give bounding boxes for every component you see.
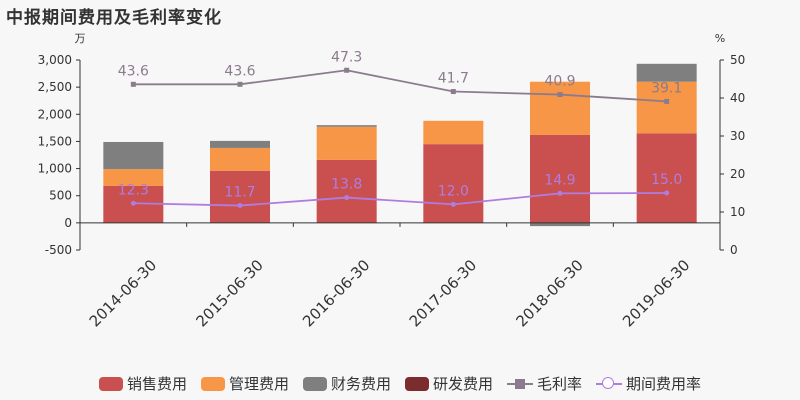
left-axis-tick-label: 1,500: [38, 134, 72, 148]
expense-ratio-line: [133, 192, 667, 207]
gross-margin-point: [450, 89, 456, 95]
left-axis-tick-label: 2,000: [38, 107, 72, 121]
x-tick-label: 2019-06-30: [619, 256, 693, 330]
left-axis-tick-label: 3,000: [38, 53, 72, 67]
legend-label: 管理费用: [228, 375, 289, 393]
right-axis-tick-label: 20: [730, 167, 745, 181]
legend-label: 期间费用率: [626, 375, 702, 393]
gross-margin-point: [130, 81, 136, 87]
left-axis-unit: 万: [75, 32, 86, 45]
bar-sales-4: [530, 134, 590, 223]
bar-admin-4: [530, 81, 590, 135]
expense-ratio-point: [237, 203, 243, 209]
gross-margin-point: [344, 67, 350, 73]
legend-swatch: [302, 376, 327, 391]
legend-line-marker: [507, 377, 534, 391]
legend-item: 研发费用: [405, 373, 493, 394]
right-axis-tick-label: 10: [730, 205, 745, 219]
legend-item: 销售费用: [98, 373, 187, 394]
expense-ratio-point: [557, 190, 563, 196]
legend-item: 财务费用: [302, 373, 391, 394]
gross-margin-label: 43.6: [118, 63, 149, 79]
expense-ratio-label: 15.0: [651, 172, 682, 188]
bar-admin-0: [103, 169, 164, 186]
legend-label: 毛利率: [537, 375, 583, 393]
expense-ratio-label: 11.7: [224, 185, 255, 201]
bar-finance-1: [210, 140, 270, 148]
expense-ratio-label: 14.9: [544, 172, 575, 188]
legend-item: 管理费用: [200, 373, 289, 394]
expense-ratio-label: 13.8: [331, 177, 362, 193]
bar-sales-5: [636, 133, 697, 223]
expense-ratio-point: [130, 200, 136, 206]
gross-margin-label: 41.7: [438, 71, 469, 87]
x-tick-label: 2018-06-30: [512, 256, 586, 330]
right-axis-tick-label: 40: [730, 91, 745, 105]
expense-ratio-point: [664, 190, 670, 196]
expense-ratio-label: 12.0: [438, 183, 469, 199]
bar-sales-2: [316, 159, 377, 223]
bar-admin-5: [636, 81, 697, 134]
gross-margin-label: 47.3: [331, 49, 362, 65]
bar-admin-3: [423, 120, 484, 145]
bar-finance-2: [316, 125, 377, 127]
left-axis-tick-label: 0: [64, 216, 72, 230]
left-axis-tick-label: -500: [45, 243, 72, 257]
bar-sales-3: [423, 144, 484, 223]
gross-margin-point: [237, 81, 243, 87]
gross-margin-label: 39.1: [651, 80, 682, 96]
x-tick-label: 2014-06-30: [86, 256, 160, 330]
x-tick-label: 2017-06-30: [406, 256, 480, 330]
legend-label: 研发费用: [433, 375, 494, 393]
legend-square-marker: [515, 378, 526, 389]
legend-item: 期间费用率: [596, 373, 701, 394]
legend-swatch: [405, 376, 429, 391]
gross-margin-point: [664, 98, 670, 104]
expense-ratio-point: [450, 201, 456, 207]
gross-margin-line: [133, 69, 667, 103]
right-axis-tick-label: 0: [730, 243, 738, 257]
legend-swatch: [200, 376, 225, 391]
left-axis-tick-label: 2,500: [38, 80, 72, 94]
chart-svg: 万 % -500 0 500 1,000 1,500 2,000 2,500 3,000 0 10 20…: [38, 32, 746, 330]
legend-circle-marker: [602, 376, 615, 389]
bar-sales-1: [210, 170, 270, 223]
right-axis-unit: %: [715, 32, 725, 45]
right-axis-tick-label: 30: [730, 129, 745, 143]
x-tick-label: 2015-06-30: [192, 256, 266, 330]
legend-label: 财务费用: [330, 375, 391, 393]
expense-ratio-point: [344, 195, 350, 201]
bar-finance-4: [530, 222, 590, 227]
bar-finance-0: [103, 141, 164, 170]
left-axis-tick-label: 1,000: [38, 162, 72, 176]
bar-admin-2: [316, 126, 377, 160]
right-axis-tick-label: 50: [730, 53, 745, 67]
x-tick-label: 2016-06-30: [299, 256, 373, 330]
legend-swatch: [98, 376, 123, 391]
legend-item: 毛利率: [507, 373, 582, 394]
bar-admin-1: [210, 147, 270, 171]
left-axis-tick-label: 500: [49, 189, 72, 203]
bar-finance-5: [636, 63, 697, 82]
legend: 销售费用 管理费用 财务费用 研发费用 毛利率 期间费用率: [0, 373, 800, 394]
chart-title: 中报期间费用及毛利率变化: [6, 8, 222, 28]
expense-ratio-label: 12.3: [118, 182, 149, 198]
legend-label: 销售费用: [126, 375, 187, 393]
gross-margin-label: 43.6: [224, 63, 255, 79]
gross-margin-label: 40.9: [544, 74, 575, 90]
gross-margin-point: [557, 92, 563, 98]
legend-line-marker: [596, 376, 623, 391]
